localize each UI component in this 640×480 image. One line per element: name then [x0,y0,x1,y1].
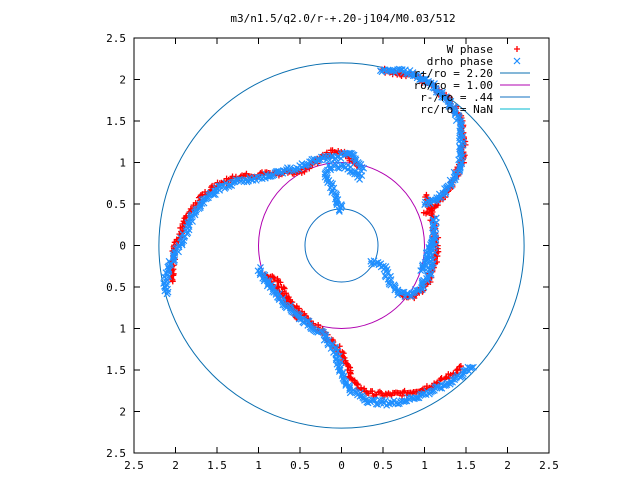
x-tick-label: 1.5 [456,459,476,472]
y-tick-label: 1 [119,323,126,336]
x-point [442,190,450,197]
x-point [323,156,330,164]
x-point [356,176,364,183]
plus-point [169,278,176,285]
x-point [468,364,476,372]
plus-point [177,224,184,231]
plus-point [400,389,407,396]
x-point [327,166,335,174]
circle-r-line [304,208,379,283]
circle-r-line [158,62,525,429]
y-tick-label: 0 [119,240,126,253]
legend-label: rc/ro = NaN [420,103,493,116]
x-tick-label: 1.5 [207,459,227,472]
chart-title: m3/n1.5/q2.0/r-+.20-j104/M0.03/512 [230,12,455,25]
x-point [322,331,330,339]
x-point [164,271,172,279]
legend-label: W phase [447,43,493,56]
plus-point [182,214,189,221]
x-point [302,161,310,169]
legend-label: ro/ro = 1.00 [414,79,493,92]
plus-point [281,285,288,292]
plus-point [277,279,284,286]
x-point [275,168,283,175]
y-tick-label: 2.5 [106,447,126,460]
x-point [391,286,399,294]
x-point [452,173,460,181]
axis-ticks: 2.52.5221.51.5110.50.5000.50.5111.51.522… [106,32,559,472]
x-point [323,174,331,182]
x-point [399,288,407,296]
plus-point [434,253,441,260]
data-series [160,65,477,409]
plus-point [514,46,520,52]
y-tick-label: 1.5 [106,115,126,128]
y-tick-label: 2 [119,74,126,87]
x-point [358,172,366,180]
series-drho-phase [160,65,477,409]
y-tick-label: 1.5 [106,364,126,377]
x-tick-label: 1 [421,459,428,472]
x-tick-label: 1 [255,459,262,472]
x-point [432,214,440,222]
x-point [376,67,384,75]
x-point [184,219,192,227]
x-point [334,164,341,172]
plus-point [280,284,287,291]
x-point [283,164,291,172]
y-tick-label: 0.5 [106,281,126,294]
x-point [458,160,466,168]
x-point [459,152,467,160]
legend-label: r-/ro = .44 [420,91,493,104]
x-point [432,383,440,390]
y-tick-label: 2 [119,406,126,419]
x-point [470,363,477,371]
x-point [408,292,416,300]
plus-point [285,294,292,301]
x-point [428,235,436,243]
y-tick-label: 2.5 [106,32,126,45]
x-tick-label: 2 [504,459,511,472]
plus-point [369,388,376,395]
x-point [418,262,426,270]
x-point [428,236,436,244]
x-point [328,188,336,196]
x-tick-label: 0 [338,459,345,472]
y-tick-label: 1 [119,157,126,170]
x-point [513,57,521,65]
x-point [335,208,343,215]
x-point [436,384,444,392]
x-point [211,191,219,198]
x-tick-label: 2.5 [124,459,144,472]
y-tick-label: 0.5 [106,198,126,211]
x-tick-label: 2 [172,459,179,472]
legend-label: r+/ro = 2.20 [414,67,493,80]
x-point [411,72,419,80]
x-tick-label: 0.5 [373,459,393,472]
x-point [300,319,308,327]
x-point [163,290,171,298]
x-point [404,70,412,78]
x-tick-label: 0.5 [290,459,310,472]
plus-point [399,392,406,399]
legend-label: drho phase [427,55,493,68]
x-tick-label: 2.5 [539,459,559,472]
plus-point [401,387,408,394]
x-point [332,343,339,351]
x-point [266,173,274,180]
x-point [401,397,409,405]
